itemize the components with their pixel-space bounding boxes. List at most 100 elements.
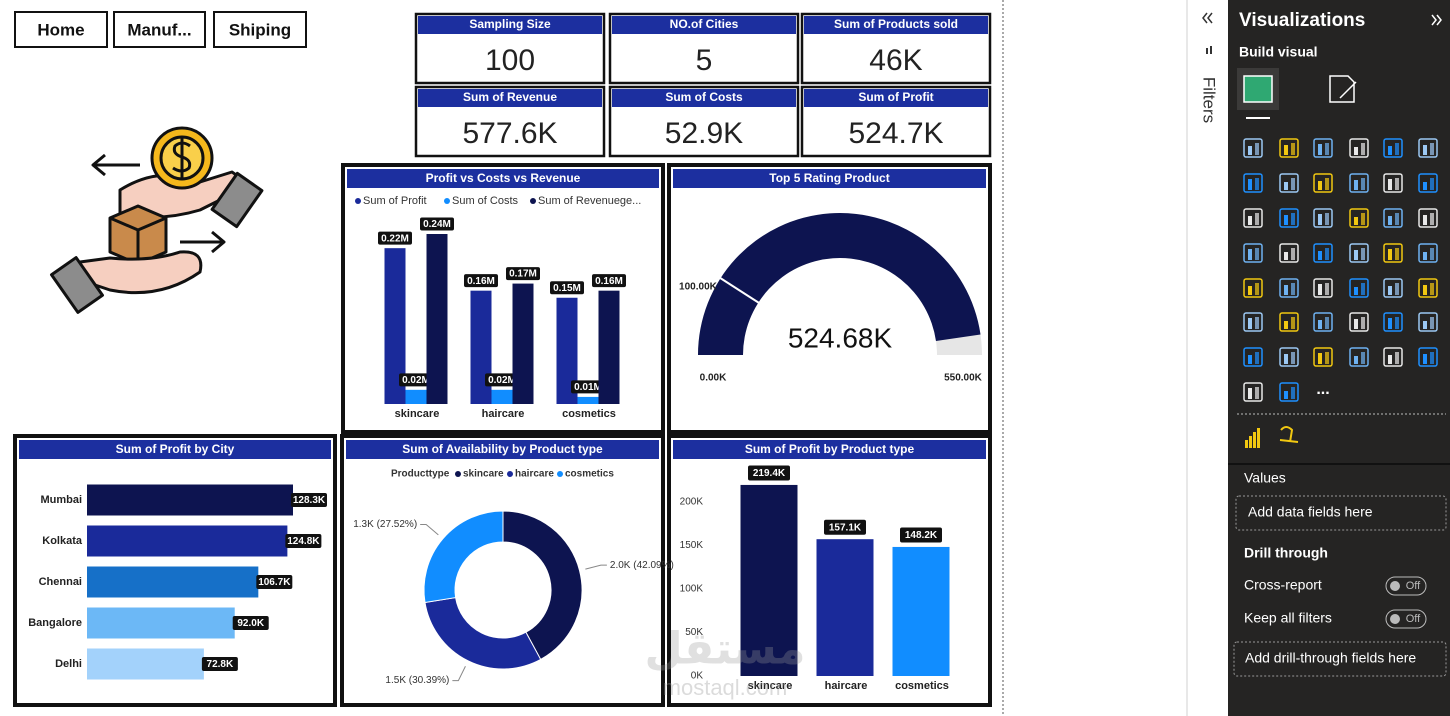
visual-icon-bar: [1361, 143, 1365, 155]
visual-icon[interactable]: [1279, 138, 1299, 158]
bar: [512, 283, 534, 404]
visual-icon[interactable]: [1243, 138, 1263, 158]
nav-label[interactable]: Home: [37, 20, 84, 39]
data-label: 0.02M: [402, 375, 430, 386]
y-tick-label: 150K: [680, 540, 704, 551]
visual-icon[interactable]: [1313, 312, 1333, 332]
leader-line: [452, 666, 466, 682]
visual-icon[interactable]: [1418, 312, 1438, 332]
custom-icon[interactable]: [1279, 426, 1299, 443]
data-label-box: [900, 527, 942, 543]
legend-label: Sum of Costs: [452, 195, 519, 207]
visual-icon[interactable]: [1243, 382, 1263, 402]
visual-icon[interactable]: [1243, 278, 1263, 298]
drop-zone[interactable]: [1235, 495, 1447, 531]
kpi-title: Sampling Size: [469, 17, 551, 31]
visual-icon[interactable]: [1313, 138, 1333, 158]
visual-icon[interactable]: [1313, 208, 1333, 228]
visual-icon[interactable]: [1279, 312, 1299, 332]
y-tick-label: Delhi: [55, 658, 82, 670]
visual-icon[interactable]: [1349, 138, 1369, 158]
visual-icon[interactable]: [1279, 243, 1299, 263]
filters-label[interactable]: Filters: [1200, 77, 1219, 123]
data-label-box: [256, 575, 293, 589]
data-label: 148.2K: [905, 530, 938, 541]
visual-icon[interactable]: [1279, 382, 1299, 402]
kpi-header: [418, 89, 602, 107]
visual-icon-bar: [1255, 178, 1259, 190]
visual-icon-bar: [1388, 318, 1392, 329]
data-label: 0.22M: [381, 233, 409, 244]
section-label: Values: [1244, 470, 1286, 486]
visual-icon[interactable]: [1418, 138, 1438, 158]
visual-icon[interactable]: [1383, 347, 1403, 367]
y-tick-label: 0K: [691, 671, 704, 682]
visual-icon[interactable]: [1349, 347, 1369, 367]
visual-icon[interactable]: [1279, 173, 1299, 193]
visual-icon-bar: [1395, 317, 1399, 329]
more-visuals[interactable]: ...: [1316, 381, 1329, 398]
drop-zone[interactable]: [1233, 641, 1447, 677]
visual-icon-bar: [1354, 217, 1358, 225]
nav-button[interactable]: [113, 11, 206, 48]
visual-icon-bar: [1284, 354, 1288, 364]
visual-icon-bar: [1325, 283, 1329, 295]
data-label: 0.02M: [488, 375, 516, 386]
visual-icon[interactable]: [1279, 208, 1299, 228]
arrow-right: [180, 230, 226, 254]
visual-icon[interactable]: [1313, 278, 1333, 298]
visual-icon[interactable]: [1349, 208, 1369, 228]
toggle[interactable]: [1385, 609, 1427, 629]
visual-icon[interactable]: [1383, 173, 1403, 193]
visual-icon[interactable]: [1383, 312, 1403, 332]
visual-icon[interactable]: [1349, 278, 1369, 298]
visual-icon-bar: [1423, 215, 1427, 225]
format-tab-icon[interactable]: [1329, 75, 1357, 103]
visual-icon[interactable]: [1349, 243, 1369, 263]
bar: [892, 546, 950, 676]
y-tick-label: Mumbai: [40, 494, 82, 506]
visual-icon[interactable]: [1243, 312, 1263, 332]
visual-icon[interactable]: [1243, 243, 1263, 263]
visual-icon[interactable]: [1313, 347, 1333, 367]
visual-icon[interactable]: [1243, 208, 1263, 228]
visual-icon[interactable]: [1418, 173, 1438, 193]
visual-icon-bar: [1255, 143, 1259, 155]
legend-marker: [455, 471, 461, 477]
visual-icon[interactable]: [1418, 278, 1438, 298]
visual-icon[interactable]: [1243, 173, 1263, 193]
visual-icon[interactable]: [1383, 278, 1403, 298]
visual-icon[interactable]: [1279, 347, 1299, 367]
visual-icon[interactable]: [1243, 347, 1263, 367]
visual-icon-bar: [1430, 178, 1434, 190]
visual-icon[interactable]: [1383, 208, 1403, 228]
visual-icon[interactable]: [1349, 173, 1369, 193]
data-label: 219.4K: [753, 468, 786, 479]
data-label: 0.16M: [467, 276, 495, 287]
nav-label[interactable]: Manuf...: [127, 20, 191, 39]
gauge-target-label: 100.00K: [679, 282, 718, 293]
visual-icon[interactable]: [1279, 278, 1299, 298]
visual-icon[interactable]: [1383, 138, 1403, 158]
expand-icon[interactable]: [1431, 14, 1442, 26]
visual-icon[interactable]: [1418, 347, 1438, 367]
visual-icon[interactable]: [1383, 243, 1403, 263]
nav-label[interactable]: Shiping: [229, 20, 291, 39]
toggle[interactable]: [1385, 576, 1427, 596]
y-tick-label: Chennai: [39, 576, 82, 588]
x-tick-label: haircare: [482, 408, 525, 420]
data-label-box: [420, 217, 454, 231]
visual-icon[interactable]: [1313, 243, 1333, 263]
visual-icon[interactable]: [1418, 243, 1438, 263]
visual-icon[interactable]: [1349, 312, 1369, 332]
visual-icon[interactable]: [1313, 173, 1333, 193]
data-label: 106.7K: [258, 577, 291, 588]
nav-button[interactable]: [14, 11, 108, 48]
visual-icon[interactable]: [1418, 208, 1438, 228]
chart-title: Sum of Profit by Product type: [745, 442, 915, 456]
data-label-box: [291, 493, 327, 507]
nav-button[interactable]: [213, 11, 307, 48]
bar: [87, 484, 293, 516]
collapse-icon[interactable]: [1202, 12, 1213, 24]
